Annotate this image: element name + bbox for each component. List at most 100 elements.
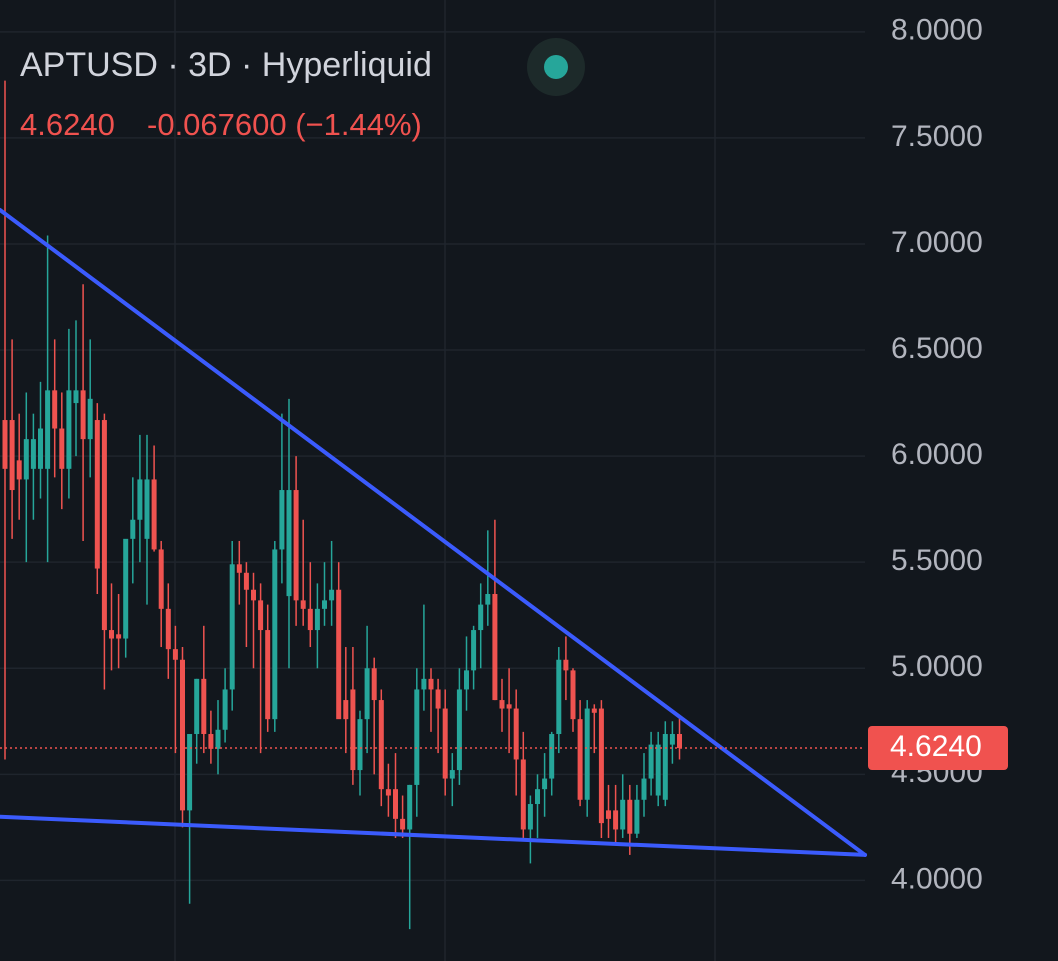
candle-body	[456, 689, 462, 771]
status-dot	[544, 55, 568, 79]
candle-body	[94, 420, 100, 569]
change: -0.067600 (−1.44%)	[147, 107, 422, 142]
candle-body	[464, 670, 469, 690]
candle-body	[286, 490, 292, 597]
candle-body	[407, 784, 413, 830]
candle-body	[350, 689, 356, 771]
candle-body	[229, 564, 235, 690]
candle-body	[641, 778, 647, 800]
candle-body	[577, 719, 583, 800]
trendline	[0, 208, 867, 857]
candle-body	[385, 789, 391, 796]
candle-body	[428, 678, 434, 690]
candle-body	[172, 649, 178, 660]
candle-body	[66, 390, 72, 469]
candle-body	[272, 549, 278, 720]
overlay	[0, 208, 867, 857]
candle-body	[16, 460, 22, 480]
trendline	[0, 814, 867, 857]
candle-body	[80, 390, 86, 440]
y-tick-label: 6.0000	[891, 438, 983, 471]
candle-body	[123, 538, 129, 639]
candle-body	[655, 744, 661, 796]
candle-body	[499, 700, 505, 709]
candle-body	[265, 630, 271, 720]
candle-body	[222, 689, 228, 730]
candle-body	[478, 604, 484, 631]
candle-body	[549, 734, 555, 779]
candle-body	[116, 634, 122, 639]
candle-body	[30, 439, 36, 469]
candle-body	[59, 428, 65, 469]
candle-body	[73, 390, 79, 404]
y-tick-label: 8.0000	[891, 14, 983, 47]
candle-body	[322, 600, 327, 609]
y-tick-label: 6.5000	[891, 332, 983, 365]
candle-body	[38, 428, 43, 469]
candle-body	[648, 744, 654, 779]
candle-body	[492, 593, 498, 701]
candle-body	[556, 659, 562, 735]
candle-body	[591, 708, 597, 713]
candle-body	[563, 659, 569, 671]
candle-body	[137, 479, 143, 520]
y-tick-label: 4.0000	[891, 862, 983, 895]
last-price-label: 4.6240	[890, 730, 982, 763]
candle-body	[258, 600, 264, 631]
candle-body	[627, 799, 633, 834]
last-price-badge	[868, 726, 1008, 771]
candle-body	[87, 398, 93, 440]
candle-body	[293, 490, 299, 601]
candle-body	[606, 810, 611, 819]
y-tick-label: 7.5000	[891, 120, 983, 153]
candle-body	[421, 678, 427, 690]
candle-body	[243, 572, 249, 590]
candle-body	[520, 759, 526, 830]
chart-title: APTUSD · 3D · Hyperliquid	[20, 46, 432, 84]
candle-body	[307, 608, 313, 631]
candle-body	[9, 420, 15, 491]
candle-body	[187, 734, 193, 811]
candle-body	[485, 593, 491, 605]
candle-body	[371, 668, 377, 701]
candle-body	[677, 734, 682, 749]
grid	[0, 31, 865, 882]
candle-body	[251, 589, 256, 601]
candle-body	[215, 729, 221, 749]
candle-body	[201, 678, 207, 735]
candle-body	[300, 600, 306, 609]
candle-body	[613, 810, 619, 830]
candle-body	[414, 689, 420, 785]
candle-body	[400, 818, 406, 830]
candle-body	[620, 799, 626, 830]
candle-body	[194, 678, 200, 735]
candle-body	[165, 608, 171, 650]
candle-body	[151, 479, 157, 550]
candle-body	[669, 734, 675, 745]
candle-body	[336, 589, 342, 720]
y-axis: 4.00004.50005.00005.50006.00006.50007.00…	[868, 14, 1008, 895]
candle-body	[208, 734, 214, 749]
candle-body	[314, 608, 320, 631]
candle-body	[598, 708, 604, 824]
candle-body	[357, 719, 363, 771]
candle-body	[23, 439, 29, 480]
candle-body	[144, 479, 150, 539]
candle-body	[279, 490, 285, 550]
price: 4.6240	[20, 107, 115, 142]
candle-body	[634, 799, 640, 834]
candle-body	[45, 390, 51, 469]
candle-body	[570, 670, 576, 720]
y-tick-label: 5.5000	[891, 544, 983, 577]
candle-body	[584, 708, 590, 800]
candle-body	[158, 549, 164, 609]
candle-body	[542, 778, 548, 790]
candle-body	[329, 589, 335, 601]
candle-body	[101, 420, 107, 631]
candle-body	[662, 734, 668, 800]
candle-body	[343, 700, 349, 720]
candle-body	[180, 659, 185, 811]
candle-body	[52, 390, 58, 429]
candle-body	[535, 789, 540, 805]
